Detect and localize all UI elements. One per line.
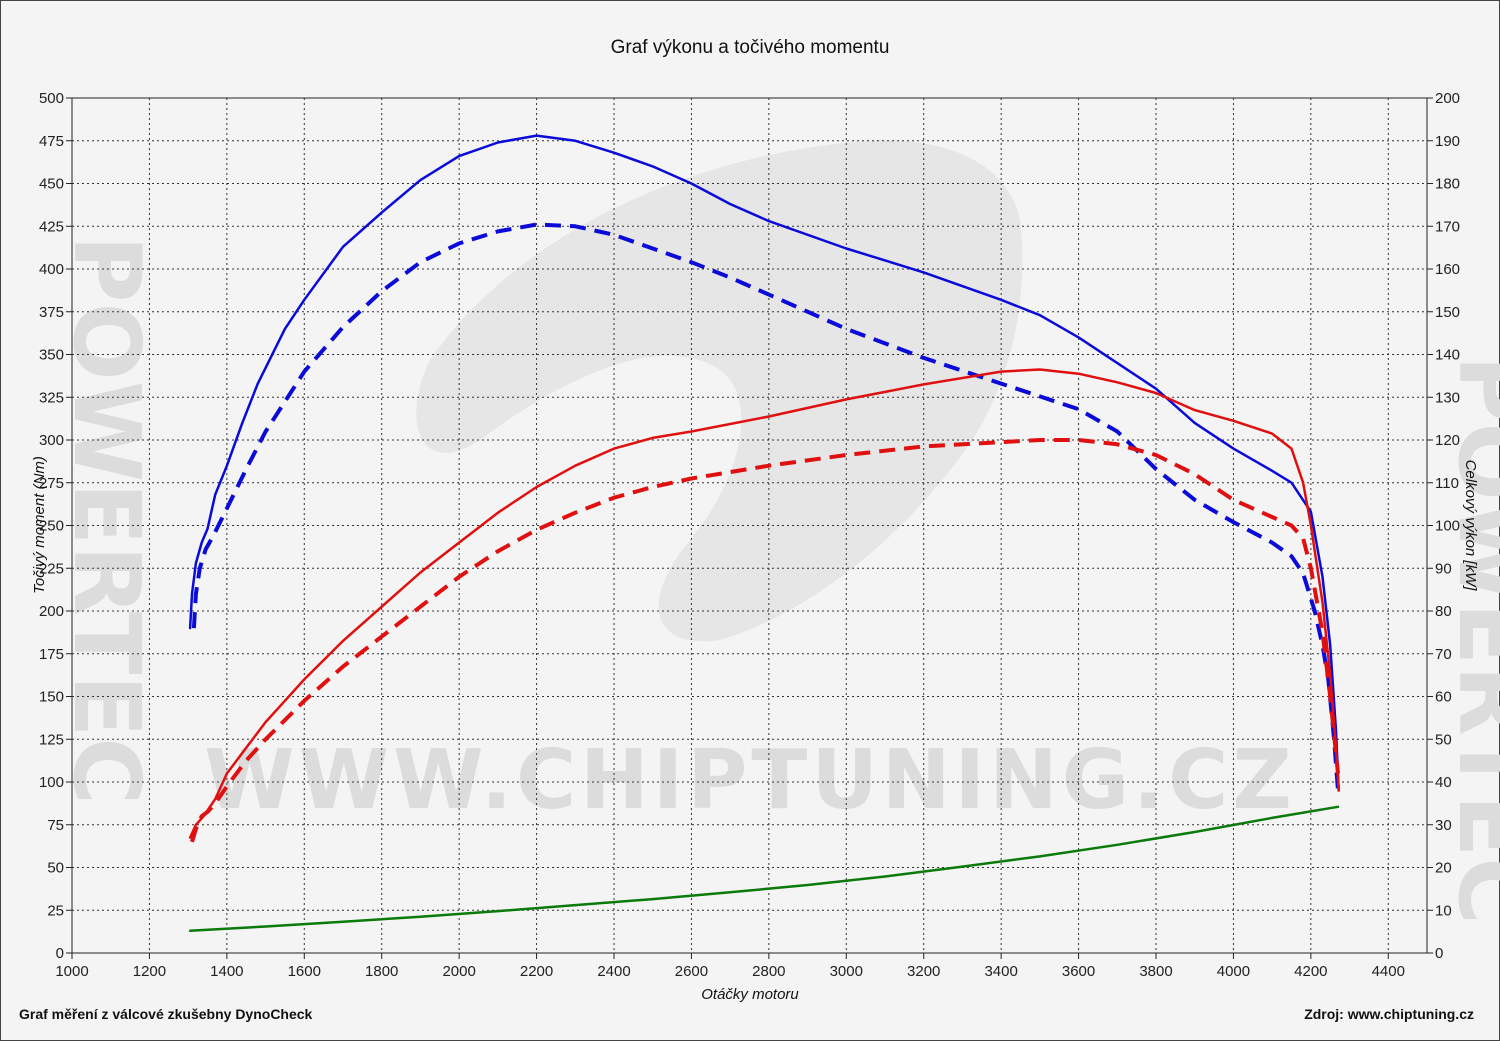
x-tick-label: 2000 xyxy=(442,963,475,980)
y-left-tick-label: 475 xyxy=(39,133,64,150)
x-tick-label: 1200 xyxy=(133,963,166,980)
y-right-tick-label: 100 xyxy=(1435,518,1460,535)
y-axis-right-label: Celkový výkon [kW] xyxy=(1462,460,1479,592)
x-tick-label: 1800 xyxy=(365,963,398,980)
y-left-tick-label: 450 xyxy=(39,176,64,193)
y-left-tick-label: 250 xyxy=(39,518,64,535)
footer-source-note: Graf měření z válcové zkušebny DynoCheck xyxy=(19,1006,313,1022)
x-axis-label: Otáčky motoru xyxy=(701,986,799,1003)
series-line-5-solid-right xyxy=(188,805,1340,933)
y-right-tick-label: 180 xyxy=(1435,176,1460,193)
y-right-tick-label: 80 xyxy=(1435,603,1452,620)
y-right-tick-label: 120 xyxy=(1435,432,1460,449)
y-right-tick-label: 140 xyxy=(1435,347,1460,364)
watermark-logo-shape xyxy=(416,140,1023,642)
x-tick-label: 2800 xyxy=(752,963,785,980)
x-tick-label: 3400 xyxy=(984,963,1017,980)
y-left-tick-label: 125 xyxy=(39,731,64,748)
series-layer xyxy=(188,134,1340,933)
x-tick-label: 4000 xyxy=(1217,963,1250,980)
y-left-tick-label: 425 xyxy=(39,218,64,235)
y-right-tick-label: 60 xyxy=(1435,689,1452,706)
y-right-tick-label: 30 xyxy=(1435,817,1452,834)
y-left-tick-label: 150 xyxy=(39,689,64,706)
watermark-side-right: POWERTEC xyxy=(1438,355,1500,925)
y-left-tick-label: 0 xyxy=(56,945,64,962)
series-line-1-solid-left xyxy=(188,134,1340,792)
y-right-tick-label: 40 xyxy=(1435,774,1452,791)
x-tick-label: 4200 xyxy=(1294,963,1327,980)
y-left-tick-label: 350 xyxy=(39,347,64,364)
y-left-tick-label: 200 xyxy=(39,603,64,620)
x-tick-label: 3200 xyxy=(907,963,940,980)
y-right-tick-label: 20 xyxy=(1435,860,1452,877)
y-axis-left-ticks: 0 25 50 75 100 125 150 175 200 225 250 275 300 325 350… xyxy=(39,90,72,962)
y-right-tick-label: 110 xyxy=(1435,475,1459,492)
x-tick-label: 4400 xyxy=(1372,963,1405,980)
y-right-tick-label: 50 xyxy=(1435,731,1452,748)
x-tick-label: 3800 xyxy=(1139,963,1172,980)
y-left-tick-label: 100 xyxy=(39,774,64,791)
x-tick-label: 1600 xyxy=(288,963,321,980)
y-right-tick-label: 160 xyxy=(1435,261,1460,278)
x-tick-label: 2200 xyxy=(520,963,553,980)
y-left-tick-label: 225 xyxy=(39,560,64,577)
y-left-tick-label: 25 xyxy=(47,902,64,919)
y-right-tick-label: 130 xyxy=(1435,389,1460,406)
x-tick-label: 1000 xyxy=(55,963,88,980)
y-left-tick-label: 500 xyxy=(39,90,64,107)
watermark-side-left: POWERTEC xyxy=(53,235,160,805)
series-line-4-dashed-right xyxy=(190,438,1340,843)
x-tick-label: 2400 xyxy=(597,963,630,980)
x-axis-ticks: 1000 1200 1400 1600 1800 2000 2200 2400 2600 2800… xyxy=(55,953,1405,980)
y-left-tick-label: 75 xyxy=(47,817,64,834)
y-left-tick-label: 400 xyxy=(39,261,64,278)
y-left-tick-label: 300 xyxy=(39,432,64,449)
y-left-tick-label: 275 xyxy=(39,475,64,492)
y-right-tick-label: 200 xyxy=(1435,90,1460,107)
series-line-2-dashed-left xyxy=(191,222,1340,791)
y-right-tick-label: 90 xyxy=(1435,560,1452,577)
x-tick-label: 3000 xyxy=(830,963,863,980)
y-axis-left-label: Točivý moment (Nm) xyxy=(31,456,48,594)
y-right-tick-label: 190 xyxy=(1435,133,1460,150)
watermark-url: WWW.CHIPTUNING.CZ xyxy=(204,733,1296,828)
y-right-tick-label: 170 xyxy=(1435,218,1460,235)
x-tick-label: 2600 xyxy=(675,963,708,980)
footer-source-link: Zdroj: www.chiptuning.cz xyxy=(1304,1006,1474,1022)
y-right-tick-label: 10 xyxy=(1435,902,1452,919)
series-line-3-solid-right xyxy=(188,368,1340,839)
x-tick-label: 3600 xyxy=(1062,963,1095,980)
chart-title: Graf výkonu a točivého momentu xyxy=(611,37,890,58)
y-left-tick-label: 175 xyxy=(39,646,64,663)
y-right-tick-label: 0 xyxy=(1435,945,1443,962)
y-right-tick-label: 150 xyxy=(1435,304,1460,321)
y-left-tick-label: 325 xyxy=(39,389,64,406)
x-tick-label: 1400 xyxy=(210,963,243,980)
y-left-tick-label: 375 xyxy=(39,304,64,321)
watermark-layer: WWW.CHIPTUNING.CZ POWERTEC POWERTEC xyxy=(53,140,1500,925)
y-right-tick-label: 70 xyxy=(1435,646,1452,663)
y-left-tick-label: 50 xyxy=(47,860,64,877)
y-axis-right-ticks: 0 10 20 30 40 50 60 70 80 90 100 110 120 130 140 150 160… xyxy=(1427,90,1460,962)
